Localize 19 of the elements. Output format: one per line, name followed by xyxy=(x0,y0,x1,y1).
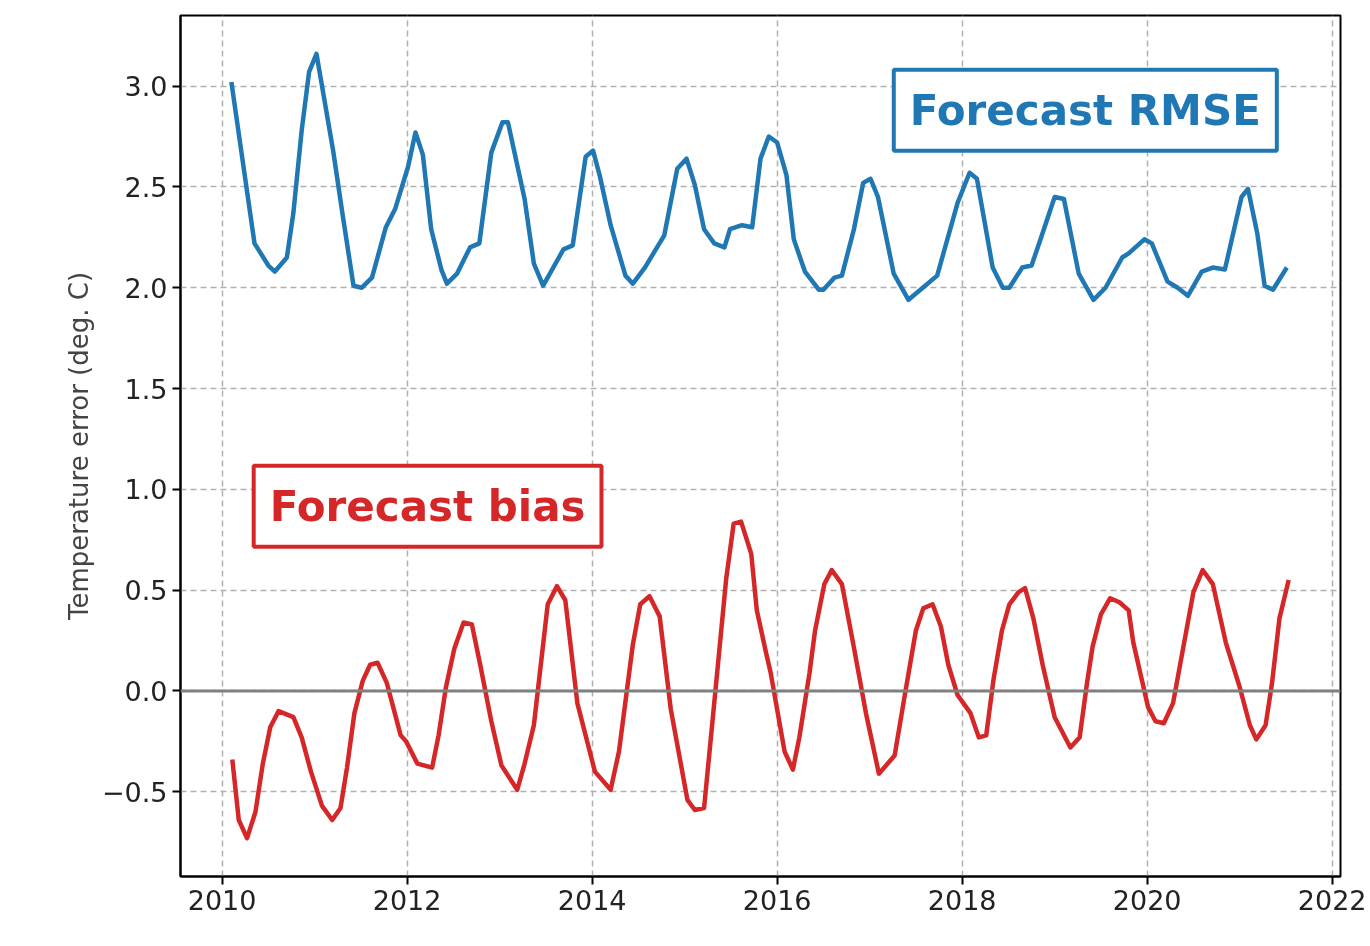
x-tick-label: 2018 xyxy=(927,884,997,916)
line-series xyxy=(229,51,1290,303)
y-tick-label: 1.0 xyxy=(124,474,168,506)
y-tick-label: 0.0 xyxy=(124,675,168,707)
y-tick-label: 1.5 xyxy=(124,373,168,405)
y-tick-label: −0.5 xyxy=(101,776,168,808)
y-tick-label: 0.5 xyxy=(124,575,168,607)
series-label: Forecast RMSE xyxy=(909,85,1261,135)
x-tick-label: 2020 xyxy=(1112,884,1182,916)
x-tick-label: 2022 xyxy=(1297,884,1367,916)
series-label: Forecast bias xyxy=(269,481,586,531)
y-tick-label: 2.5 xyxy=(124,171,168,203)
x-tick-label: 2010 xyxy=(187,884,257,916)
y-tick-label: 3.0 xyxy=(124,71,168,103)
x-tick-label: 2012 xyxy=(372,884,442,916)
x-tick-label: 2014 xyxy=(557,884,627,916)
y-tick-label: 2.0 xyxy=(124,272,168,304)
y-axis-title: Temperature error (deg. C) xyxy=(63,271,94,622)
x-tick-label: 2016 xyxy=(742,884,812,916)
